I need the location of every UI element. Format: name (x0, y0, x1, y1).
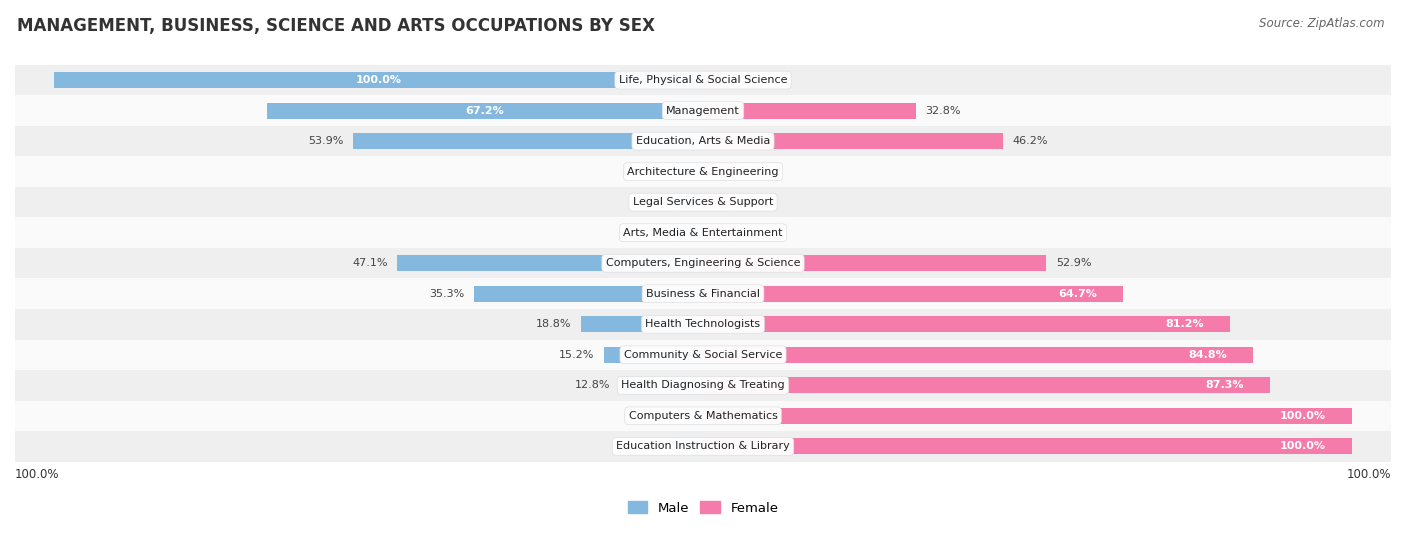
Bar (15, 370, 1391, 401)
Bar (474, 286, 703, 302)
Text: 100.0%: 100.0% (1279, 442, 1326, 451)
Text: 0.0%: 0.0% (738, 197, 766, 207)
Bar (678, 194, 703, 210)
Bar (353, 133, 703, 149)
Bar (703, 164, 728, 179)
Bar (15, 65, 1391, 96)
Text: 46.2%: 46.2% (1012, 136, 1047, 146)
Text: 100.0%: 100.0% (356, 75, 402, 85)
Bar (703, 316, 1230, 332)
Text: 81.2%: 81.2% (1166, 319, 1204, 329)
Bar (605, 347, 703, 363)
Text: 0.0%: 0.0% (640, 197, 668, 207)
Text: 32.8%: 32.8% (925, 106, 962, 116)
Bar (703, 72, 728, 88)
Bar (703, 225, 728, 240)
Bar (398, 255, 703, 271)
Bar (15, 157, 1391, 187)
Text: Health Diagnosing & Treating: Health Diagnosing & Treating (621, 380, 785, 390)
Text: 47.1%: 47.1% (352, 258, 388, 268)
Bar (678, 408, 703, 424)
Text: Business & Financial: Business & Financial (645, 289, 761, 299)
Text: 0.0%: 0.0% (640, 228, 668, 238)
Text: Arts, Media & Entertainment: Arts, Media & Entertainment (623, 228, 783, 238)
Text: 0.0%: 0.0% (738, 167, 766, 177)
Text: Community & Social Service: Community & Social Service (624, 350, 782, 360)
Bar (703, 255, 1046, 271)
Text: 87.3%: 87.3% (1205, 380, 1244, 390)
Bar (703, 133, 1002, 149)
Text: 100.0%: 100.0% (1347, 468, 1391, 481)
Bar (15, 309, 1391, 339)
Bar (267, 103, 703, 119)
Text: Architecture & Engineering: Architecture & Engineering (627, 167, 779, 177)
Bar (703, 194, 728, 210)
Text: 18.8%: 18.8% (536, 319, 571, 329)
Legend: Male, Female: Male, Female (623, 496, 783, 520)
Text: Health Technologists: Health Technologists (645, 319, 761, 329)
Bar (678, 438, 703, 454)
Text: Source: ZipAtlas.com: Source: ZipAtlas.com (1260, 17, 1385, 30)
Text: 67.2%: 67.2% (465, 106, 505, 116)
Bar (703, 103, 915, 119)
Text: Legal Services & Support: Legal Services & Support (633, 197, 773, 207)
Bar (678, 164, 703, 179)
Bar (678, 225, 703, 240)
Text: Computers & Mathematics: Computers & Mathematics (628, 411, 778, 421)
Text: 52.9%: 52.9% (1056, 258, 1091, 268)
Text: Management: Management (666, 106, 740, 116)
Text: 53.9%: 53.9% (308, 136, 343, 146)
Text: 100.0%: 100.0% (15, 468, 59, 481)
Text: 0.0%: 0.0% (640, 411, 668, 421)
Bar (703, 377, 1270, 393)
Bar (15, 187, 1391, 217)
Bar (15, 126, 1391, 157)
Text: Life, Physical & Social Science: Life, Physical & Social Science (619, 75, 787, 85)
Text: 0.0%: 0.0% (640, 442, 668, 451)
Text: 100.0%: 100.0% (1279, 411, 1326, 421)
Text: Education, Arts & Media: Education, Arts & Media (636, 136, 770, 146)
Bar (15, 96, 1391, 126)
Bar (15, 248, 1391, 278)
Text: Education Instruction & Library: Education Instruction & Library (616, 442, 790, 451)
Text: 35.3%: 35.3% (429, 289, 464, 299)
Bar (703, 347, 1253, 363)
Bar (703, 408, 1353, 424)
Text: 64.7%: 64.7% (1059, 289, 1097, 299)
Bar (15, 217, 1391, 248)
Bar (703, 438, 1353, 454)
Bar (15, 401, 1391, 431)
Bar (703, 286, 1123, 302)
Bar (620, 377, 703, 393)
Bar (15, 431, 1391, 462)
Bar (15, 339, 1391, 370)
Text: 84.8%: 84.8% (1188, 350, 1227, 360)
Text: 15.2%: 15.2% (560, 350, 595, 360)
Text: MANAGEMENT, BUSINESS, SCIENCE AND ARTS OCCUPATIONS BY SEX: MANAGEMENT, BUSINESS, SCIENCE AND ARTS O… (17, 17, 655, 35)
Bar (15, 278, 1391, 309)
Text: 0.0%: 0.0% (640, 167, 668, 177)
Text: 12.8%: 12.8% (575, 380, 610, 390)
Text: 0.0%: 0.0% (738, 75, 766, 85)
Text: Computers, Engineering & Science: Computers, Engineering & Science (606, 258, 800, 268)
Text: 0.0%: 0.0% (738, 228, 766, 238)
Bar (581, 316, 703, 332)
Bar (53, 72, 703, 88)
